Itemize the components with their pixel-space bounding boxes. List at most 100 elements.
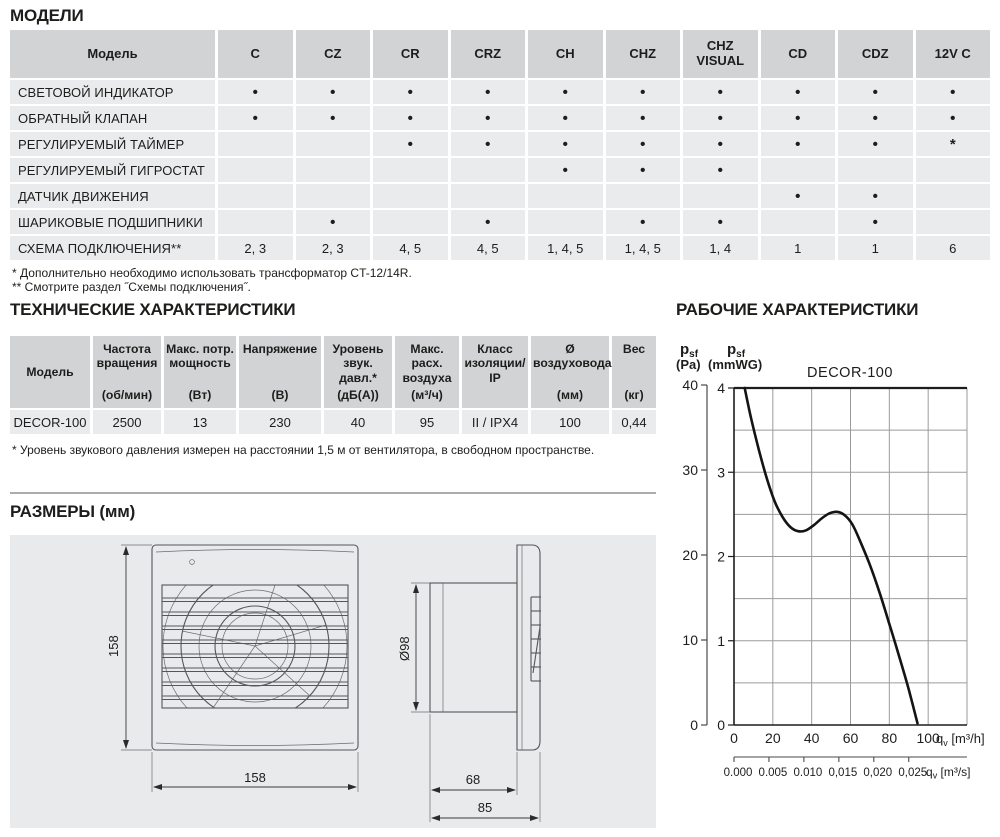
value-cell: • (373, 132, 448, 156)
pa-tick-label: 20 (682, 547, 698, 563)
dimensions-section-title: РАЗМЕРЫ (мм) (10, 502, 136, 521)
fan-side-view (429, 544, 541, 751)
x-tick-label: 40 (804, 730, 820, 746)
tech-header-unit: (В) (271, 387, 289, 402)
models-header-column: 12V C (915, 30, 990, 78)
value-cell: • (760, 132, 835, 156)
models-section-title: МОДЕЛИ (10, 6, 84, 25)
value-cell (915, 158, 990, 182)
models-header-column: CD (760, 30, 835, 78)
tech-value-cell: 0,44 (612, 410, 656, 434)
value-cell: • (528, 106, 603, 130)
value-cell: • (683, 132, 758, 156)
pa-tick-label: 30 (682, 462, 698, 478)
performance-curve (743, 386, 919, 725)
value-cell: • (838, 80, 913, 104)
value-cell: • (838, 106, 913, 130)
value-cell: 2, 3 (295, 236, 370, 260)
value-cell: • (760, 184, 835, 208)
chart-title: DECOR-100 (807, 365, 893, 381)
value-cell (760, 210, 835, 234)
x-tick-label: 100 (916, 730, 940, 746)
tech-value-cell: 13 (164, 410, 236, 434)
section-divider (10, 492, 656, 494)
tech-header-row: Модель Частота вращения (об/мин) Макс. потр… (10, 336, 656, 408)
pa-tick-label: 40 (682, 377, 698, 393)
value-cell (373, 210, 448, 234)
mmwg-tick-label: 4 (717, 380, 725, 396)
value-cell: 1, 4, 5 (605, 236, 680, 260)
value-cell: • (760, 80, 835, 104)
dimension-labels: 158 158 Ø98 68 85 (106, 635, 492, 815)
tech-header-unit: (кг) (624, 387, 644, 402)
tech-header-cell: Класс изоляции/ IP (462, 336, 528, 408)
value-cell (838, 158, 913, 182)
x-tick-label: 80 (882, 730, 898, 746)
value-cell: • (528, 158, 603, 182)
value-cell (760, 158, 835, 182)
value-cell: • (373, 106, 448, 130)
screw-hole (189, 559, 195, 565)
chart-axes (701, 384, 967, 762)
front-height-label: 158 (106, 635, 121, 657)
tech-header-unit: (Вт) (188, 387, 212, 402)
tech-header-cell: Модель (10, 336, 90, 408)
value-cell (218, 158, 293, 182)
feature-cell: ШАРИКОВЫЕ ПОДШИПНИКИ (10, 210, 215, 234)
value-cell: • (450, 106, 525, 130)
chart-gridlines (734, 388, 968, 726)
value-cell: • (683, 106, 758, 130)
tech-header-label: Частота вращения (96, 342, 158, 371)
pa-tick-label: 0 (690, 717, 698, 733)
tech-value-cell: II / IPX4 (462, 410, 528, 434)
tech-header-label: Макс. расх. воздуха (402, 342, 452, 385)
value-cell (915, 210, 990, 234)
pa-tick-label: 10 (682, 632, 698, 648)
feature-cell: РЕГУЛИРУЕМЫЙ ТАЙМЕР (10, 132, 215, 156)
tech-section-title: ТЕХНИЧЕСКИЕ ХАРАКТЕРИСТИКИ (10, 300, 296, 319)
value-cell (373, 158, 448, 182)
models-header-column: CH (528, 30, 603, 78)
models-footnote-2: ** Смотрите раздел ˝Схемы подключения˝. (12, 280, 251, 294)
table-row: ОБРАТНЫЙ КЛАПАН • • • • • • • • • • (10, 106, 990, 130)
fan-front-view (151, 544, 359, 751)
models-header-column: CRZ (450, 30, 525, 78)
x-secondary-tick-label: 0,025 (898, 767, 927, 779)
models-header-column: CZ (295, 30, 370, 78)
value-cell: • (528, 80, 603, 104)
value-cell: 1 (760, 236, 835, 260)
tech-header-label: Напряжение (242, 342, 318, 356)
tech-header-label: Макс. потр. мощность (166, 342, 234, 371)
performance-chart: 40 30 20 10 0 4 3 2 1 0 0 20 40 60 80 100 0.000 0.005 0.01… (672, 333, 1000, 803)
tech-table: Модель Частота вращения (об/мин) Макс. потр… (7, 334, 659, 436)
dimensions-drawing: 158 158 Ø98 68 85 (106, 544, 541, 822)
grille-louvers (161, 584, 349, 709)
mmwg-tick-label: 0 (717, 717, 725, 733)
feature-cell: РЕГУЛИРУЕМЫЙ ГИГРОСТАТ (10, 158, 215, 182)
value-cell: • (218, 80, 293, 104)
value-cell: 1, 4 (683, 236, 758, 260)
models-header-column: CHZ (605, 30, 680, 78)
value-cell: 2, 3 (218, 236, 293, 260)
feature-cell: СВЕТОВОЙ ИНДИКАТОР (10, 80, 215, 104)
x-secondary-tick-label: 0.000 (724, 767, 753, 779)
value-cell (528, 184, 603, 208)
models-footnote-1: * Дополнительно необходимо использовать … (12, 266, 412, 280)
value-cell: • (295, 106, 370, 130)
tech-header-label: Класс изоляции/ IP (464, 342, 526, 385)
value-cell: • (915, 80, 990, 104)
value-cell: • (760, 106, 835, 130)
value-cell: 1 (838, 236, 913, 260)
value-cell: 4, 5 (373, 236, 448, 260)
value-cell: • (605, 80, 680, 104)
value-cell: • (605, 132, 680, 156)
value-cell: • (450, 132, 525, 156)
table-row: СХЕМА ПОДКЛЮЧЕНИЯ** 2, 3 2, 3 4, 5 4, 5 1, 4,… (10, 236, 990, 260)
feature-cell: СХЕМА ПОДКЛЮЧЕНИЯ** (10, 236, 215, 260)
value-cell: • (683, 80, 758, 104)
value-cell: • (605, 106, 680, 130)
tech-header-cell: Частота вращения (об/мин) (93, 336, 161, 408)
value-cell: • (605, 158, 680, 182)
fan-blades (181, 585, 327, 708)
